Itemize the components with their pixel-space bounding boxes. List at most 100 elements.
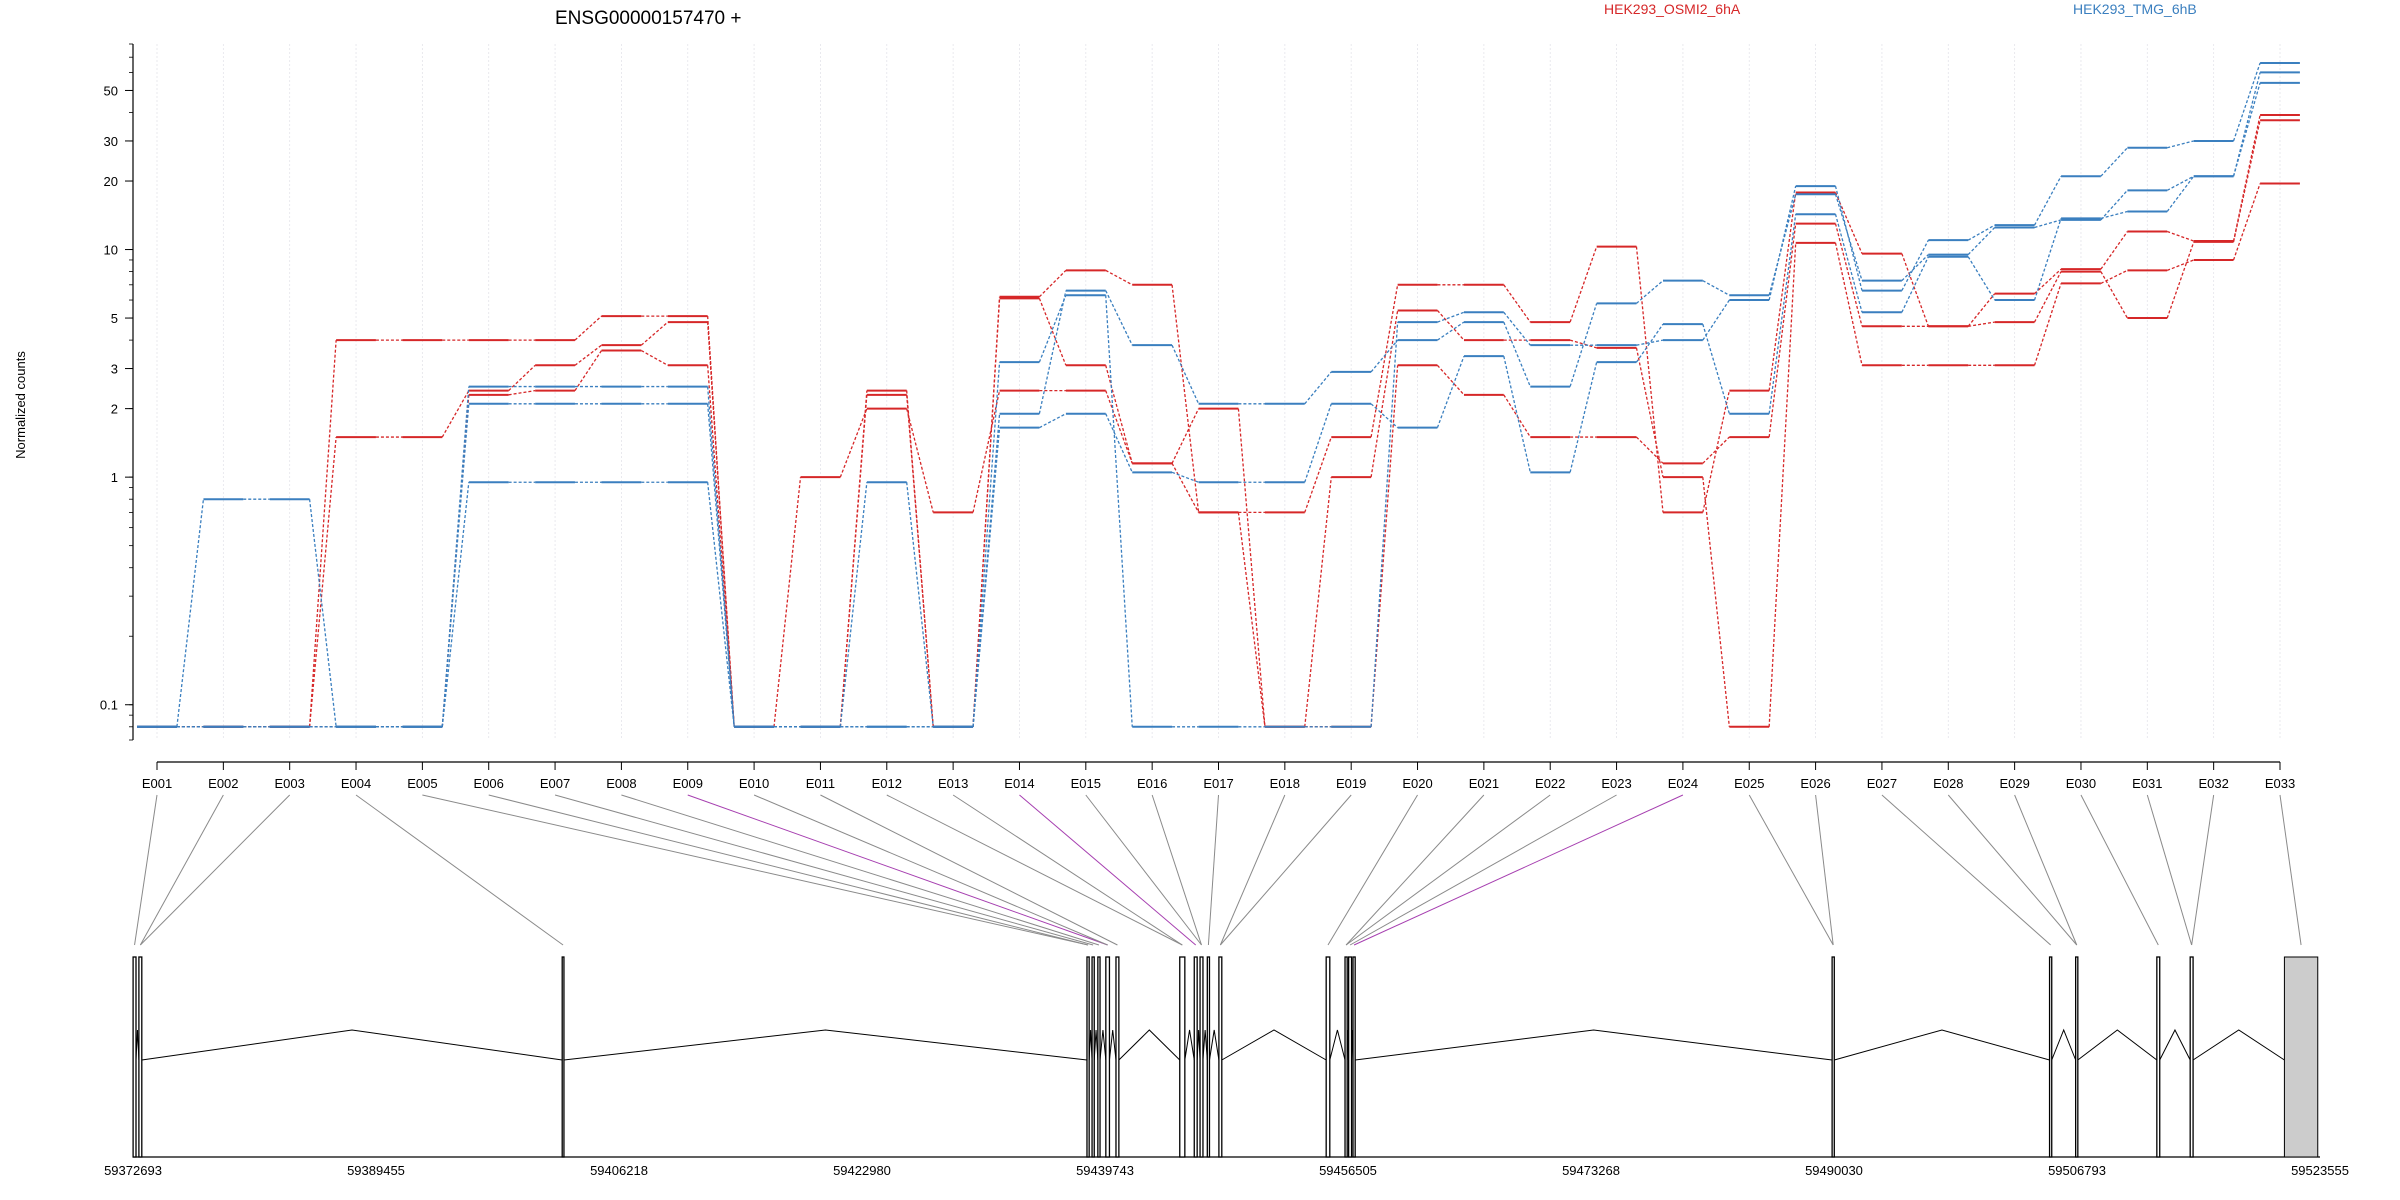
series-connector [1105, 295, 1133, 727]
exon-box [1091, 956, 1095, 1158]
series-connector [2232, 183, 2261, 261]
series-connector [574, 350, 603, 391]
series-connector [2100, 210, 2128, 220]
series-connector [839, 394, 868, 727]
series-connector [972, 427, 1001, 727]
genomic-coordinate-label: 59490030 [1805, 1163, 1863, 1178]
series-connector [1171, 284, 1200, 513]
series-connector [1768, 242, 1797, 727]
series-connector [176, 499, 205, 727]
axes: E001 E002 E003 E004 E005 E006 E007 E008 E009 E010… [100, 43, 2295, 791]
series-connector [1436, 364, 1465, 396]
series-connector [1171, 463, 1200, 513]
exon-link [1947, 794, 2078, 946]
series-connector [1635, 246, 1664, 513]
series-connector [2034, 219, 2062, 229]
series-connector [839, 482, 868, 727]
exon-link [820, 794, 1118, 946]
x-tick-label: E005 [407, 776, 437, 791]
intron-line [1184, 1029, 1195, 1061]
series-connector [1105, 390, 1133, 464]
exon-link [139, 794, 291, 946]
exon-link [1353, 794, 1684, 946]
genomic-coordinate-label: 59456505 [1319, 1163, 1377, 1178]
x-tick-label: E015 [1071, 776, 1101, 791]
series-6 [137, 81, 2300, 728]
exon-link [1151, 794, 1202, 946]
series-connector [1503, 321, 1531, 387]
x-tick-label: E021 [1469, 776, 1499, 791]
series-connector [2034, 268, 2062, 295]
x-tick-label: E023 [1601, 776, 1631, 791]
y-tick-label: 30 [104, 134, 118, 149]
y-tick-label: 3 [111, 362, 118, 377]
intron-line [2077, 1029, 2158, 1061]
exon-link [1085, 794, 1202, 946]
exon-link [1327, 794, 1418, 946]
series-connector [2232, 62, 2261, 142]
exon-link [2191, 794, 2215, 946]
intron-line [1329, 1029, 1346, 1061]
exon-link [621, 794, 1100, 946]
series-connector [839, 408, 868, 478]
x-tick-label: E019 [1336, 776, 1366, 791]
exon-link [1019, 794, 1197, 946]
exon-box [1325, 956, 1331, 1158]
exon-link [753, 794, 1108, 946]
series-connector [1370, 339, 1399, 373]
series-connector [1901, 253, 1929, 327]
grid-lines [156, 44, 2281, 740]
series-connector [1636, 436, 1664, 464]
x-tick-label: E018 [1270, 776, 1300, 791]
exon-link [139, 794, 224, 946]
series-connector [1503, 284, 1531, 323]
series-connector [1105, 269, 1133, 286]
exon-links [134, 794, 2302, 946]
series-connector [1768, 185, 1797, 301]
intron-line [1118, 1029, 1181, 1061]
y-tick-label: 50 [104, 83, 118, 98]
series-connector [1636, 280, 1664, 304]
series-connector [1569, 362, 1598, 473]
exon-link [1207, 794, 1219, 946]
series-connector [1503, 394, 1531, 438]
x-tick-label: E009 [673, 776, 703, 791]
series-connector [2232, 82, 2261, 177]
intron-line [1221, 1029, 1327, 1061]
series-connector [640, 321, 669, 346]
exon-link [554, 794, 1094, 946]
intron-line [1099, 1029, 1107, 1061]
series-connector [2100, 271, 2128, 319]
series-connector [1105, 290, 1133, 346]
exon-link [1345, 794, 1485, 946]
series-connector [1901, 254, 1929, 282]
genomic-coordinate-label: 59389455 [347, 1163, 405, 1178]
x-tick-label: E031 [2132, 776, 2162, 791]
exon-box [1199, 956, 1204, 1158]
exon-link [1748, 794, 1834, 946]
exon-box [1115, 956, 1120, 1158]
intron-line [1834, 1029, 2050, 1061]
x-tick-label: E004 [341, 776, 371, 791]
exon-link [488, 794, 1089, 946]
y-tick-label: 1 [111, 470, 118, 485]
x-tick-label: E030 [2066, 776, 2096, 791]
exon-link [1349, 794, 1617, 946]
y-tick-label: 0.1 [100, 698, 118, 713]
series-connector [2033, 218, 2062, 301]
series-connector [1370, 365, 1399, 727]
exon-box [2283, 956, 2319, 1158]
exon-box [1347, 956, 1353, 1158]
legend-entry-tmg: HEK293_TMG_6hB [2073, 1, 2197, 17]
exon-link [1881, 794, 2051, 946]
series-connector [1702, 390, 1730, 513]
series-connector [1370, 403, 1399, 429]
series-connector [1702, 436, 1730, 464]
series-connector [308, 340, 337, 727]
series-connector [441, 390, 470, 438]
exon-box [1086, 956, 1090, 1158]
intron-line [1202, 1029, 1208, 1061]
series-connector [1569, 246, 1598, 323]
exon-link [422, 794, 1089, 946]
intron-line [2159, 1028, 2191, 1061]
